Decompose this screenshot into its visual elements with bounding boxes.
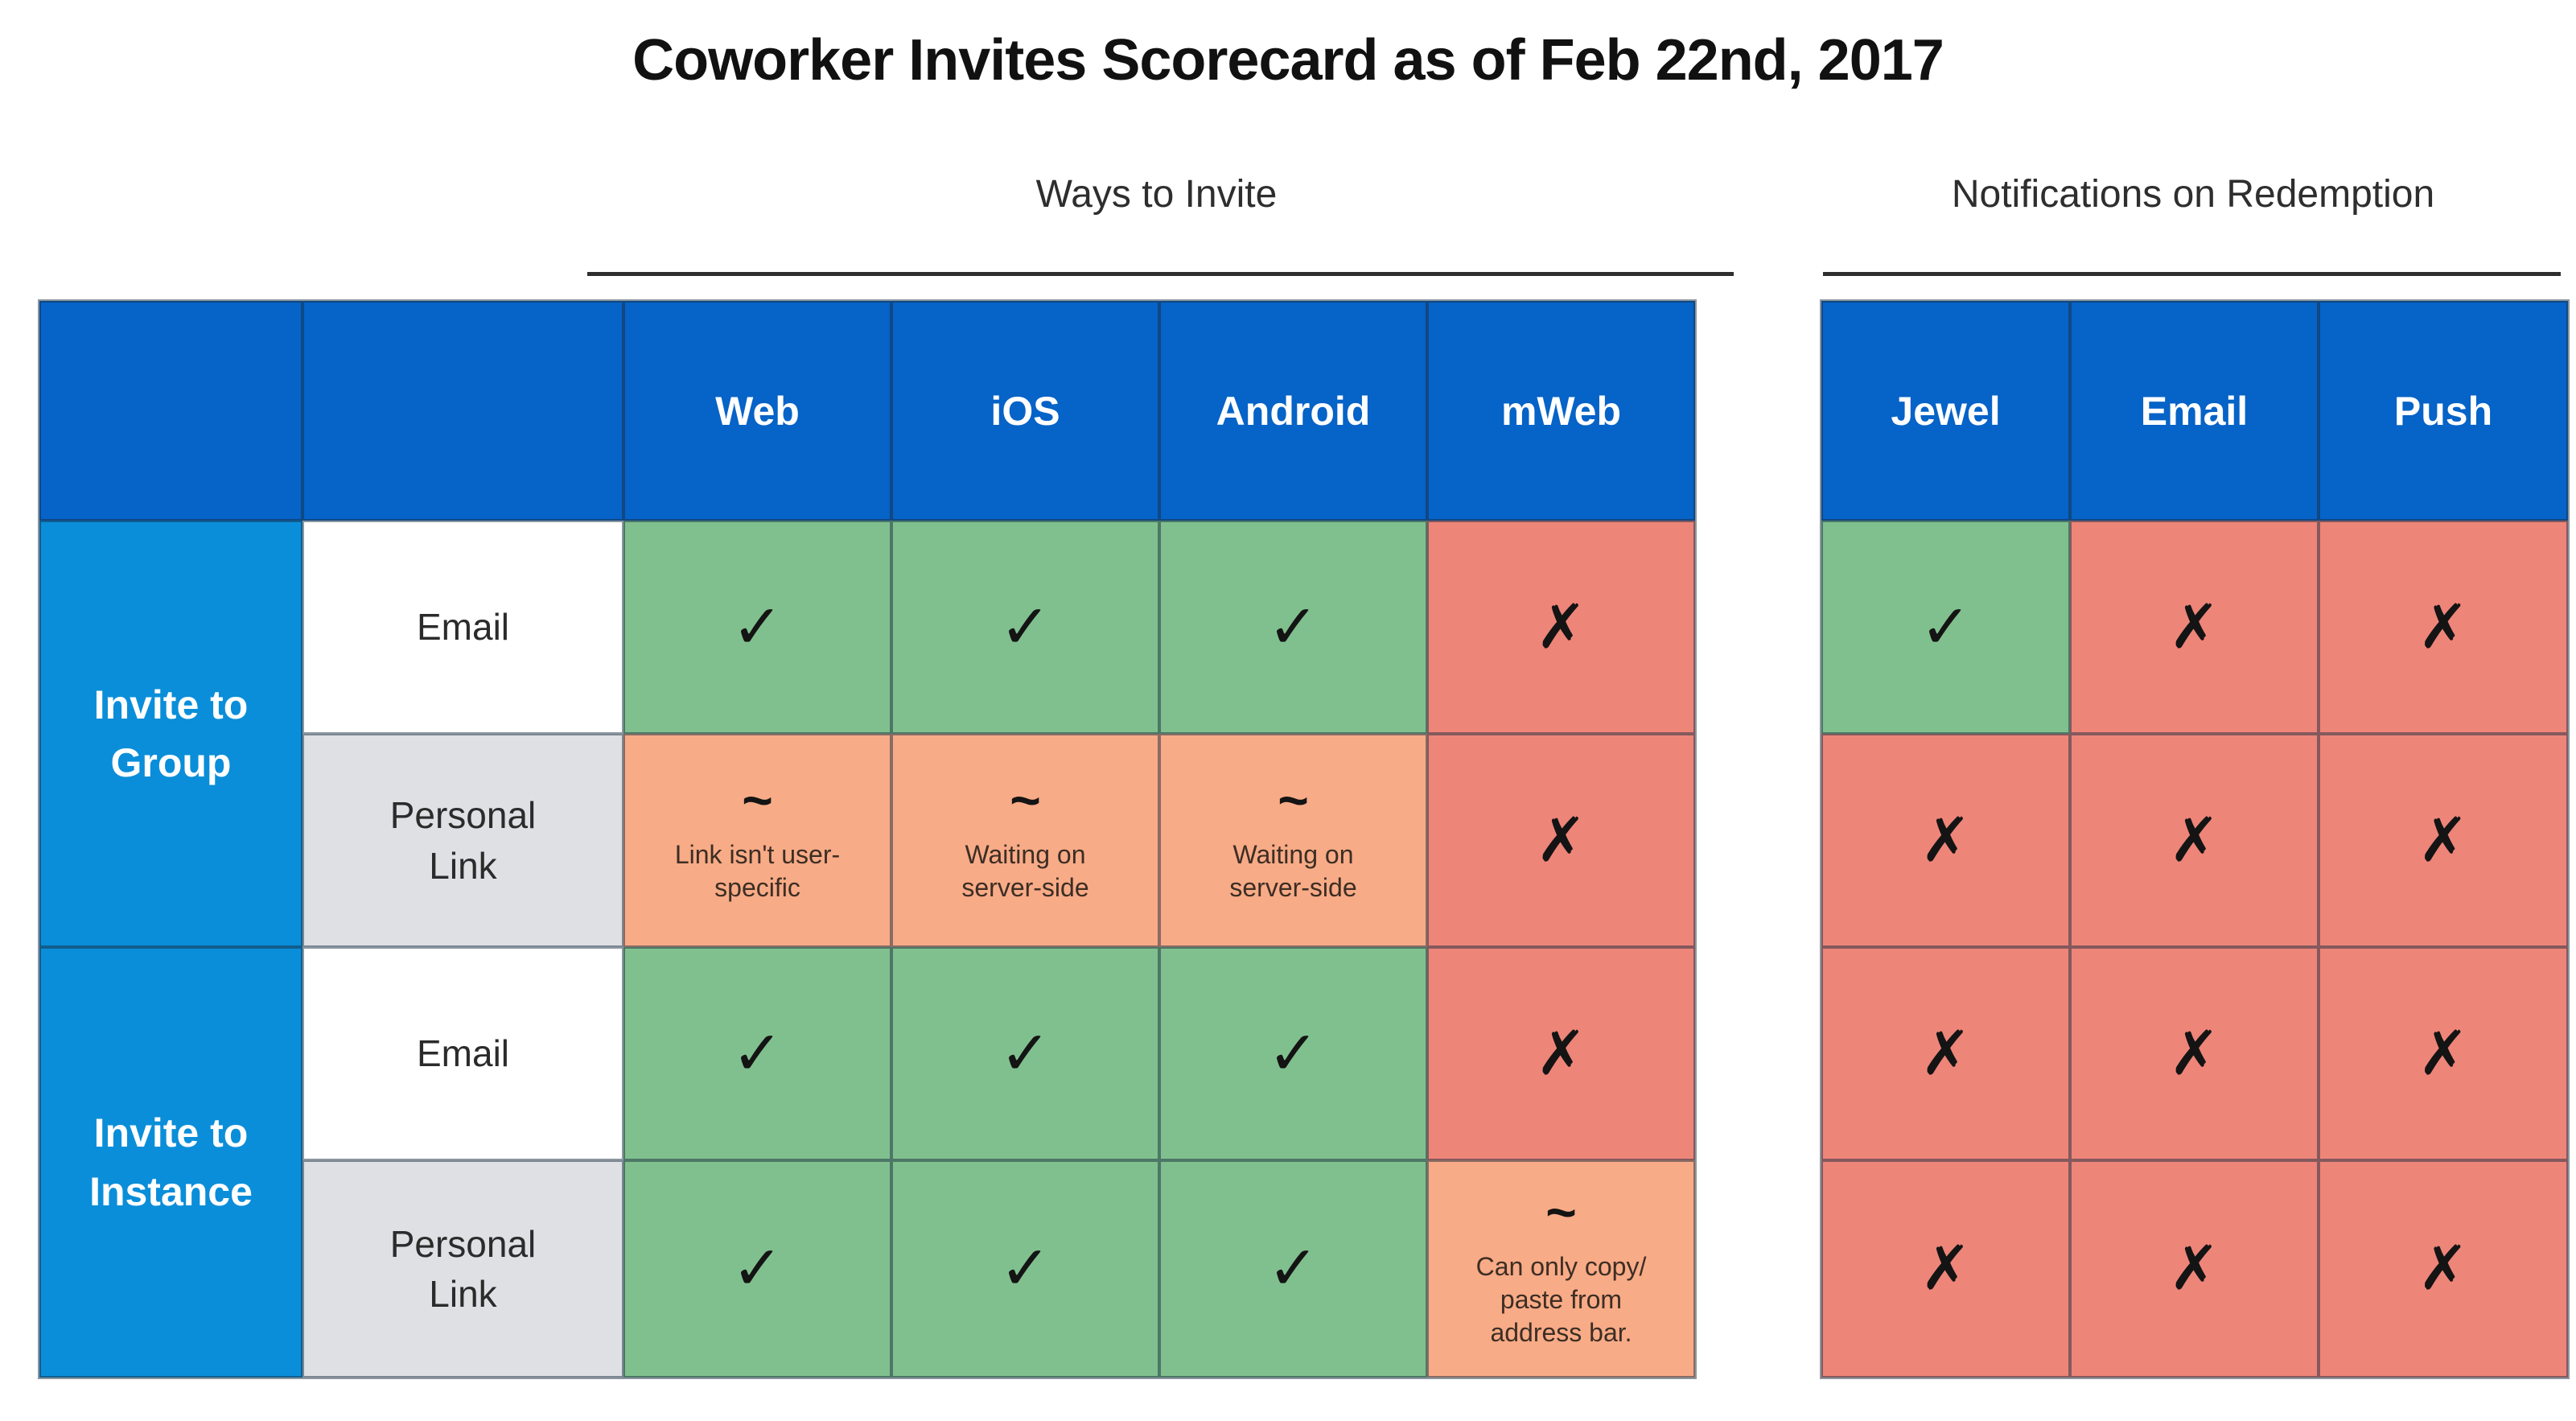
- check-icon: ✓: [999, 592, 1051, 661]
- cross-icon: ✗: [2418, 592, 2469, 661]
- cross-icon: ✗: [1920, 805, 1972, 875]
- ways-header-spacer-method: [302, 301, 623, 521]
- ways-cell-r2-mweb: ✗: [1427, 734, 1695, 947]
- column-header-jewel: Jewel: [1821, 301, 2070, 521]
- cell-note: Waiting on server-side: [1229, 840, 1357, 903]
- ways-section-underline: [587, 272, 1734, 276]
- cross-icon: ✗: [1535, 1019, 1587, 1088]
- column-header-ios: iOS: [891, 301, 1159, 521]
- tilde-icon: ~: [1010, 769, 1041, 830]
- row-group-label-invite-to-instance: Invite to Instance: [39, 947, 302, 1378]
- notifications-cell-r1-jewel: ✓: [1821, 521, 2070, 734]
- notifications-cell-r4-push: ✗: [2319, 1160, 2568, 1378]
- cross-icon: ✗: [2418, 805, 2469, 875]
- ways-to-invite-table: Web iOS Android mWeb Invite to Group Email ✓ ✓ ✓…: [38, 299, 1697, 1379]
- cross-icon: ✗: [2418, 1234, 2469, 1303]
- cross-icon: ✗: [2168, 592, 2220, 661]
- cross-icon: ✗: [2168, 805, 2220, 875]
- row-method-label-email-0: Email: [302, 521, 623, 734]
- column-header-email: Email: [2070, 301, 2319, 521]
- cross-icon: ✗: [1535, 805, 1587, 875]
- check-icon: ✓: [999, 1234, 1051, 1303]
- page-title: Coworker Invites Scorecard as of Feb 22n…: [632, 28, 1944, 93]
- row-group-label-invite-to-group: Invite to Group: [39, 521, 302, 947]
- column-header-web: Web: [623, 301, 891, 521]
- cell-note: Link isn't user- specific: [674, 840, 841, 903]
- cell-note: Waiting on server-side: [961, 840, 1089, 903]
- ways-cell-r2-web: ~ Link isn't user- specific: [623, 734, 891, 947]
- notifications-section-underline: [1823, 272, 2561, 276]
- check-icon: ✓: [999, 1019, 1051, 1088]
- notifications-cell-r2-jewel: ✗: [1821, 734, 2070, 947]
- check-icon: ✓: [1267, 1019, 1319, 1088]
- ways-cell-r3-web: ✓: [623, 947, 891, 1160]
- section-label-notifications-on-redemption: Notifications on Redemption: [1951, 173, 2435, 216]
- check-icon: ✓: [731, 1019, 784, 1088]
- ways-header-spacer-group: [39, 301, 302, 521]
- ways-cell-r2-android: ~ Waiting on server-side: [1159, 734, 1427, 947]
- notifications-cell-r3-push: ✗: [2319, 947, 2568, 1160]
- ways-cell-r3-android: ✓: [1159, 947, 1427, 1160]
- row-method-label-personal-link-1: Personal Link: [302, 734, 623, 947]
- column-header-mweb: mWeb: [1427, 301, 1695, 521]
- cell-note: Can only copy/ paste from address bar.: [1475, 1252, 1647, 1348]
- check-icon: ✓: [731, 1234, 784, 1303]
- ways-cell-r3-mweb: ✗: [1427, 947, 1695, 1160]
- check-icon: ✓: [1267, 592, 1319, 661]
- check-icon: ✓: [1920, 592, 1972, 661]
- ways-cell-r2-ios: ~ Waiting on server-side: [891, 734, 1159, 947]
- check-icon: ✓: [731, 592, 784, 661]
- ways-cell-r1-mweb: ✗: [1427, 521, 1695, 734]
- notifications-cell-r2-push: ✗: [2319, 734, 2568, 947]
- cross-icon: ✗: [2168, 1019, 2220, 1088]
- tilde-icon: ~: [742, 769, 773, 830]
- section-label-ways-to-invite: Ways to Invite: [1035, 173, 1278, 216]
- ways-cell-r4-ios: ✓: [891, 1160, 1159, 1378]
- notifications-cell-r2-email: ✗: [2070, 734, 2319, 947]
- ways-cell-r1-ios: ✓: [891, 521, 1159, 734]
- row-method-label-personal-link-3: Personal Link: [302, 1160, 623, 1378]
- notifications-on-redemption-table: Jewel Email Push ✓ ✗ ✗ ✗ ✗ ✗ ✗ ✗ ✗ ✗ ✗ ✗: [1820, 299, 2570, 1379]
- ways-cell-r4-web: ✓: [623, 1160, 891, 1378]
- ways-cell-r4-android: ✓: [1159, 1160, 1427, 1378]
- notifications-cell-r4-jewel: ✗: [1821, 1160, 2070, 1378]
- notifications-cell-r1-email: ✗: [2070, 521, 2319, 734]
- ways-cell-r3-ios: ✓: [891, 947, 1159, 1160]
- notifications-cell-r1-push: ✗: [2319, 521, 2568, 734]
- ways-cell-r4-mweb: ~ Can only copy/ paste from address bar.: [1427, 1160, 1695, 1378]
- notifications-cell-r3-email: ✗: [2070, 947, 2319, 1160]
- notifications-cell-r3-jewel: ✗: [1821, 947, 2070, 1160]
- tilde-icon: ~: [1545, 1181, 1577, 1242]
- notifications-cell-r4-email: ✗: [2070, 1160, 2319, 1378]
- column-header-android: Android: [1159, 301, 1427, 521]
- cross-icon: ✗: [2168, 1234, 2220, 1303]
- tilde-icon: ~: [1278, 769, 1309, 830]
- row-method-label-email-2: Email: [302, 947, 623, 1160]
- cross-icon: ✗: [1920, 1019, 1972, 1088]
- ways-cell-r1-android: ✓: [1159, 521, 1427, 734]
- check-icon: ✓: [1267, 1234, 1319, 1303]
- cross-icon: ✗: [1920, 1234, 1972, 1303]
- ways-cell-r1-web: ✓: [623, 521, 891, 734]
- cross-icon: ✗: [1535, 592, 1587, 661]
- column-header-push: Push: [2319, 301, 2568, 521]
- cross-icon: ✗: [2418, 1019, 2469, 1088]
